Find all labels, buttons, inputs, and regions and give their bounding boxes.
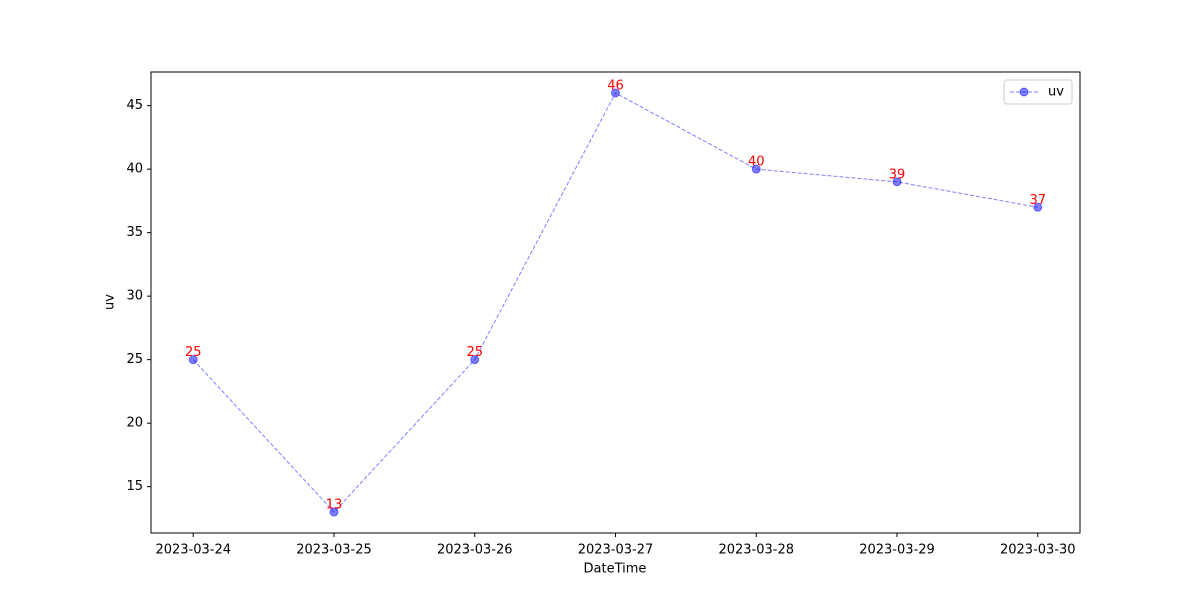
y-tick-label: 20: [126, 416, 143, 431]
data-label: 13: [326, 498, 343, 513]
y-axis-label: uv: [103, 294, 118, 310]
data-label: 46: [607, 78, 624, 93]
x-tick-label: 2023-03-28: [718, 543, 794, 558]
x-tick-label: 2023-03-26: [437, 543, 513, 558]
point: [188, 355, 198, 365]
y-tick-label: 35: [126, 225, 143, 240]
data-label: 40: [748, 155, 765, 170]
series-line: [192, 92, 1038, 513]
data-label: 37: [1029, 193, 1046, 208]
y-tick-label: 25: [126, 352, 143, 367]
x-tick-label: 2023-03-25: [296, 543, 372, 558]
x-tick-label: 2023-03-30: [1000, 543, 1076, 558]
data-label: 25: [185, 345, 202, 360]
point: [329, 507, 339, 517]
point: [470, 355, 480, 365]
legend-marker: [1019, 87, 1029, 97]
data-label: 25: [466, 345, 483, 360]
point: [611, 88, 620, 98]
y-tick-label: 40: [126, 162, 143, 177]
x-tick-label: 2023-03-27: [578, 543, 654, 558]
point: [751, 164, 761, 174]
y-tick-label: 30: [126, 289, 143, 304]
plot-frame: [150, 71, 1081, 534]
data-label: 39: [889, 167, 906, 182]
point: [1033, 202, 1043, 212]
y-tick-label: 45: [126, 98, 143, 113]
y-tick-label: 15: [126, 479, 143, 494]
x-tick-label: 2023-03-29: [859, 543, 935, 558]
x-axis-label: DateTime: [584, 562, 647, 577]
point: [892, 177, 902, 187]
legend-label: uv: [1048, 85, 1064, 100]
x-tick-label: 2023-03-24: [155, 543, 231, 558]
